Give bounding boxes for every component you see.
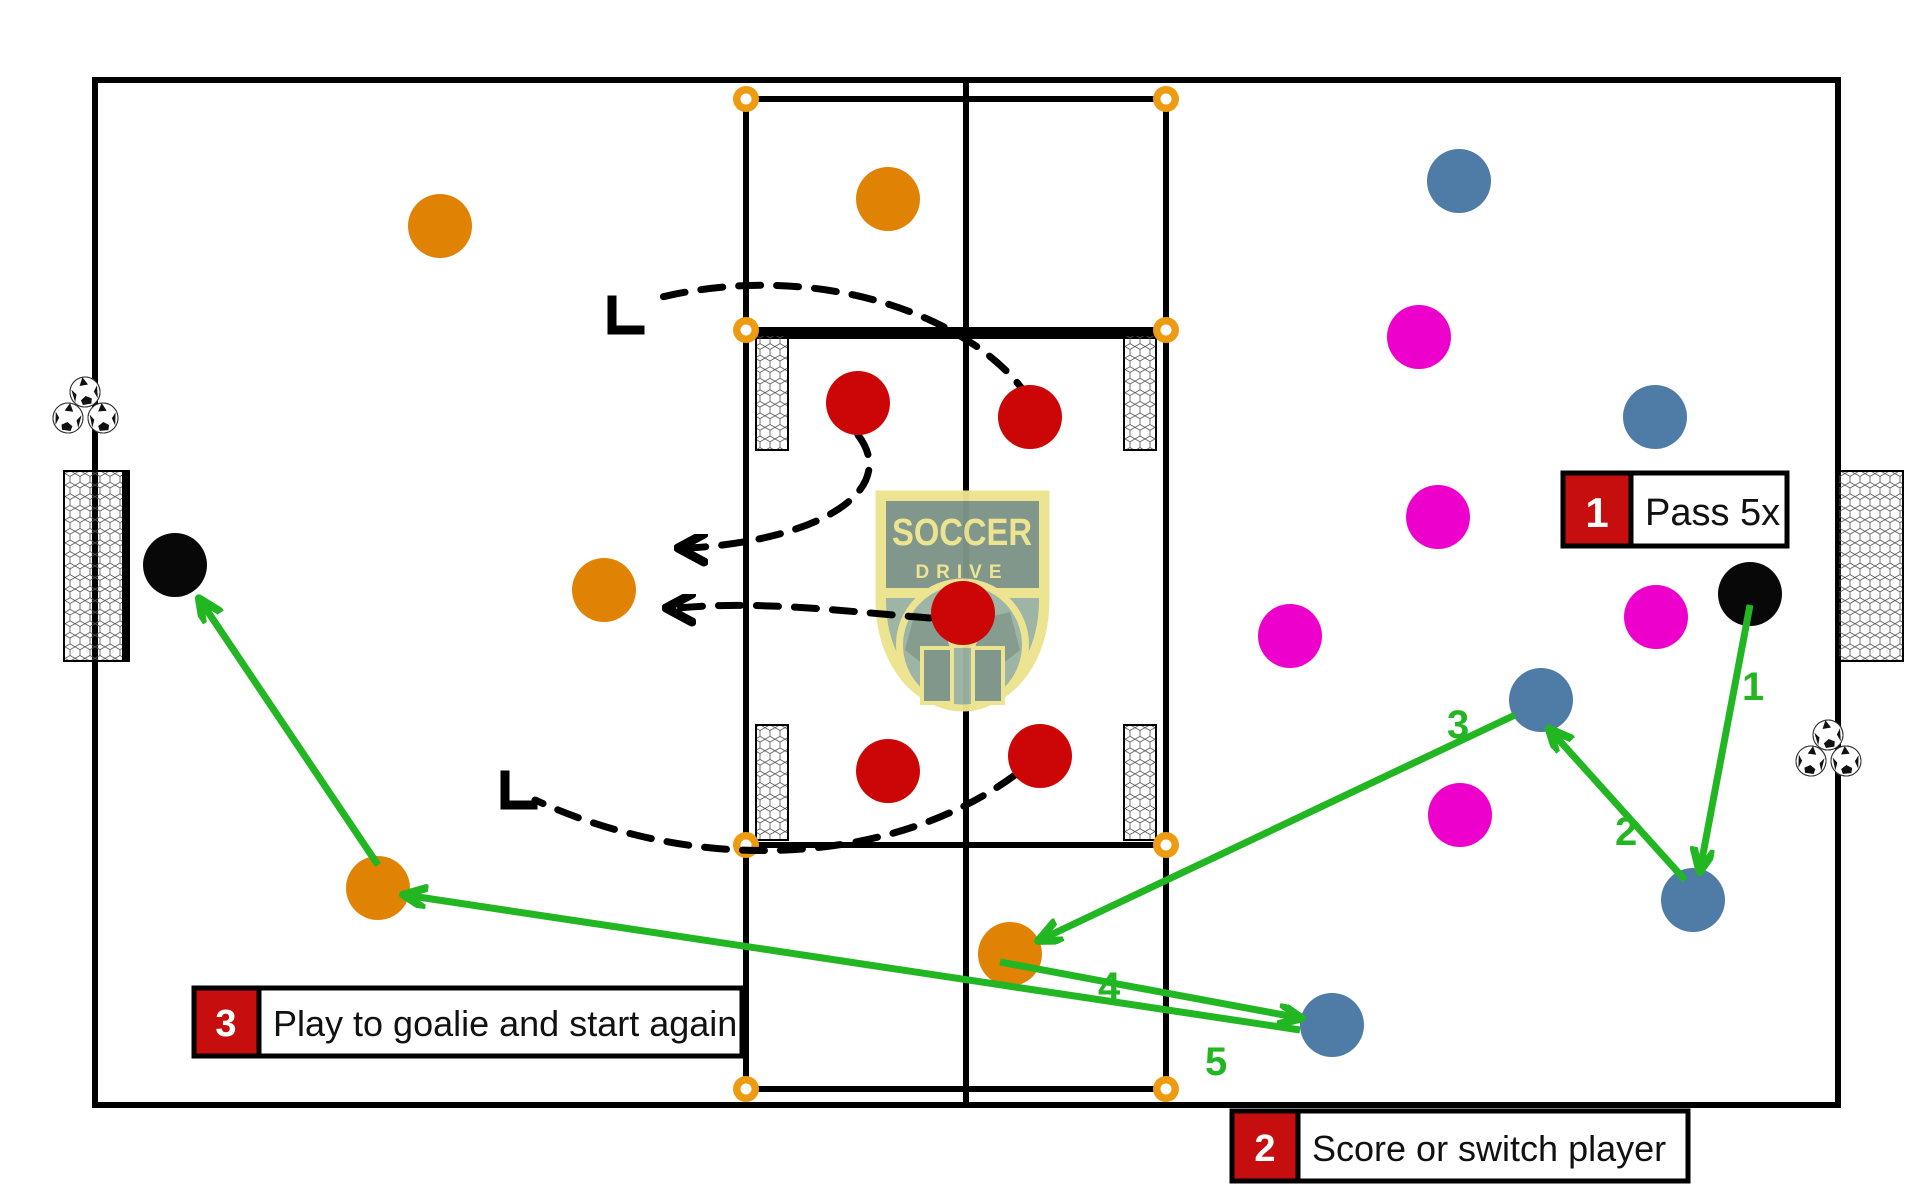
svg-text:2: 2 — [1615, 810, 1637, 854]
svg-text:Play to goalie and start again: Play to goalie and start again — [273, 1003, 737, 1044]
svg-text:1: 1 — [1585, 489, 1608, 536]
svg-text:SOCCER: SOCCER — [892, 512, 1032, 554]
svg-text:2: 2 — [1254, 1128, 1275, 1170]
svg-text:3: 3 — [1447, 703, 1469, 747]
svg-text:Pass 5x: Pass 5x — [1645, 492, 1780, 534]
svg-text:1: 1 — [1742, 665, 1764, 709]
svg-text:3: 3 — [215, 1003, 236, 1045]
svg-text:Score or switch player: Score or switch player — [1312, 1128, 1666, 1169]
svg-text:5: 5 — [1205, 1040, 1227, 1084]
svg-text:4: 4 — [1098, 965, 1121, 1009]
